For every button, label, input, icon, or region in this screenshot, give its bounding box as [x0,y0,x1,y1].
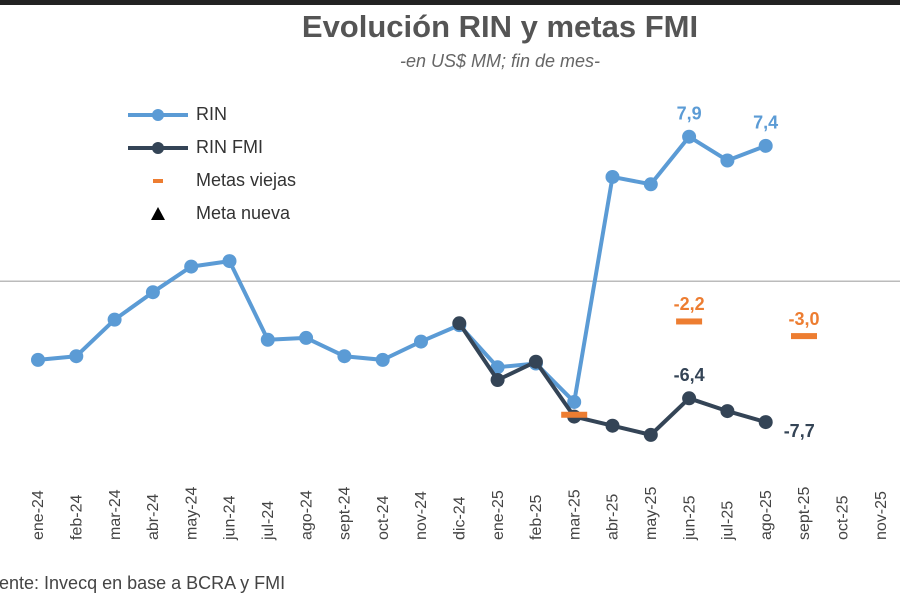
x-tick-label: feb-24 [69,495,86,540]
x-tick-label: jun-24 [222,495,239,541]
data-label: -2,2 [674,294,705,314]
data-label: 7,4 [753,113,778,133]
x-tick-label: ene-24 [30,490,47,540]
series-line [37,134,767,404]
point [605,418,620,433]
data-label: 7,9 [677,103,702,123]
point [145,285,160,300]
point [222,254,237,269]
chart-title: Evolución RIN y metas FMI [302,9,698,44]
point [107,312,122,327]
point [682,129,697,144]
legend-marker [152,142,164,154]
point [490,373,505,387]
x-tick-label: ago-25 [758,490,775,540]
point [299,330,314,345]
target-mark [791,333,817,340]
legend-label: RIN [196,104,227,124]
x-tick-label: jul-25 [720,501,737,541]
x-tick-label: ago-24 [298,490,315,540]
point [337,349,352,364]
x-tick-label: may-25 [643,487,660,540]
legend-marker [152,109,164,121]
source: Fuente: Invecq en base a BCRA y FMI [0,573,285,593]
legend-marker [151,207,165,220]
point [682,391,697,406]
x-tick-label: ene-25 [490,490,507,540]
point [643,427,658,442]
legend-label: Metas viejas [196,170,296,190]
legend-label: Meta nueva [196,203,291,223]
x-tick-label: feb-25 [528,495,545,540]
point [720,153,735,168]
point [452,316,467,331]
point [260,332,275,347]
x-tick-label: jul-24 [260,501,277,541]
x-tick-label: oct-24 [375,495,392,540]
point [375,352,390,367]
x-tick-label: abr-24 [145,494,162,540]
point [758,138,773,153]
point [184,259,199,274]
x-tick-label: nov-25 [873,491,890,540]
x-tick-label: sept-25 [796,487,813,540]
legend-label: RIN FMI [196,137,263,157]
point [490,360,505,375]
point [69,349,84,364]
x-tick-label: abr-25 [605,494,622,540]
x-tick-label: sept-24 [337,487,354,540]
x-tick-label: jun-25 [681,495,698,541]
x-tick-label: mar-24 [107,489,124,540]
x-tick-label: dic-24 [452,496,469,540]
data-label: -7,7 [784,421,815,441]
target-mark [561,411,588,418]
legend-marker [153,179,163,183]
point [643,177,658,192]
top-bar [0,0,900,5]
x-tick-label: mar-25 [566,489,583,540]
point [758,415,773,430]
point [528,354,543,369]
target-mark [676,318,703,325]
point [720,404,735,419]
chart-subtitle: -en US$ MM; fin de mes- [400,51,600,71]
series-line [457,322,767,437]
point [31,352,45,367]
data-label: -3,0 [788,309,819,329]
point [414,334,428,349]
x-tick-label: nov-24 [413,491,430,540]
x-tick-label: oct-25 [835,495,852,540]
point [567,394,582,409]
data-label: -6,4 [674,365,705,385]
point [605,169,620,184]
x-tick-label: may-24 [183,487,200,540]
